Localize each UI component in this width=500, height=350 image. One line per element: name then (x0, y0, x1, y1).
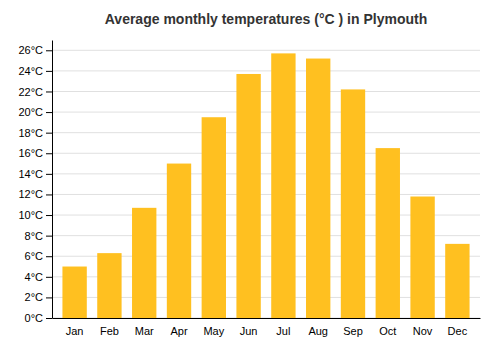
tick: Sep (343, 325, 363, 337)
x-axis: Jan Feb Mar Apr May Jun Jul Aug Sep Oct Nov Dec (53, 319, 481, 337)
grid-line (52, 70, 480, 71)
grid-line (52, 194, 480, 195)
tick-label: Sep (343, 325, 363, 337)
tick: Jan (66, 325, 84, 337)
tick-label: Oct (379, 325, 396, 337)
tick-label: 14°C (18, 168, 43, 180)
bar (236, 74, 260, 318)
tick-mark (46, 297, 52, 298)
tick-label: Jun (240, 325, 258, 337)
tick: 24°C (18, 65, 52, 77)
tick-label: 2°C (25, 291, 44, 303)
tick-label: 12°C (18, 188, 43, 200)
bar (202, 117, 226, 318)
tick-mark (46, 174, 52, 175)
tick-label: Jul (276, 325, 290, 337)
bar (306, 59, 330, 318)
tick: 20°C (18, 106, 52, 118)
tick-mark (46, 153, 52, 154)
tick-mark (46, 194, 52, 195)
grid (52, 50, 480, 318)
tick-label: 22°C (18, 86, 43, 98)
bar (271, 53, 295, 318)
tick: 18°C (18, 127, 52, 139)
tick: May (203, 325, 224, 337)
tick-label: 18°C (18, 127, 43, 139)
tick: Oct (379, 325, 396, 337)
tick: 12°C (18, 188, 52, 200)
title: Average monthly temperatures (°C ) in Pl… (105, 11, 427, 27)
tick: 26°C (18, 44, 52, 56)
tick: 22°C (18, 86, 52, 98)
bar (410, 197, 434, 318)
tick: Jun (240, 325, 258, 337)
tick-label: Aug (308, 325, 328, 337)
tick-label: 16°C (18, 147, 43, 159)
bar (167, 164, 191, 318)
tick-mark (46, 236, 52, 237)
y-axis: 0°C 2°C 4°C 6°C 8°C 10°C 12°C 14°C 16°C 18°C 20°C 2… (18, 41, 52, 325)
tick: 6°C (25, 250, 52, 262)
tick-label: 6°C (25, 250, 44, 262)
tick-label: Apr (170, 325, 187, 337)
tick: Jul (276, 325, 290, 337)
tick: Dec (448, 325, 468, 337)
grid-line (52, 173, 480, 174)
axis-line (53, 318, 481, 319)
tick-label: Nov (413, 325, 433, 337)
tick: 14°C (18, 168, 52, 180)
tick-mark (46, 112, 52, 113)
tick-mark (46, 277, 52, 278)
tick-label: 24°C (18, 65, 43, 77)
tick-label: 26°C (18, 44, 43, 56)
grid-line (52, 132, 480, 133)
bars (62, 53, 469, 318)
grid-line (52, 153, 480, 154)
grid-line (52, 91, 480, 92)
tick: 4°C (25, 271, 52, 283)
tick-label: Mar (135, 325, 154, 337)
tick-label: 10°C (18, 209, 43, 221)
bar (97, 253, 121, 318)
tick-label: 0°C (25, 312, 44, 324)
axis-line (52, 41, 53, 319)
tick-label: Jan (66, 325, 84, 337)
tick-label: 20°C (18, 106, 43, 118)
bar (341, 89, 365, 318)
tick-label: Dec (448, 325, 468, 337)
tick: 0°C (25, 312, 52, 324)
grid-line (52, 50, 480, 51)
bar (132, 208, 156, 318)
grid-line (52, 112, 480, 113)
tick: 10°C (18, 209, 52, 221)
tick-mark (46, 215, 52, 216)
tick-label: 4°C (25, 271, 44, 283)
tick-mark (46, 71, 52, 72)
bar (376, 148, 400, 318)
tick: Nov (413, 325, 433, 337)
tick: Apr (170, 325, 187, 337)
tick-mark (46, 318, 52, 319)
tick-label: 8°C (25, 230, 44, 242)
tick-label: Feb (100, 325, 119, 337)
tick: Mar (135, 325, 154, 337)
bar (445, 244, 469, 318)
tick-mark (46, 91, 52, 92)
tick: 8°C (25, 230, 52, 242)
tick: Aug (308, 325, 328, 337)
tick: Feb (100, 325, 119, 337)
tick-mark (46, 50, 52, 51)
bar (62, 267, 86, 318)
chart: 0°C 2°C 4°C 6°C 8°C 10°C 12°C 14°C 16°C 18°C 20°C 2… (0, 0, 500, 350)
tick-label: May (203, 325, 224, 337)
tick: 16°C (18, 147, 52, 159)
tick: 2°C (25, 291, 52, 303)
tick-mark (46, 133, 52, 134)
tick-mark (46, 256, 52, 257)
plot: 0°C 2°C 4°C 6°C 8°C 10°C 12°C 14°C 16°C 18°C 20°C 2… (18, 41, 480, 337)
